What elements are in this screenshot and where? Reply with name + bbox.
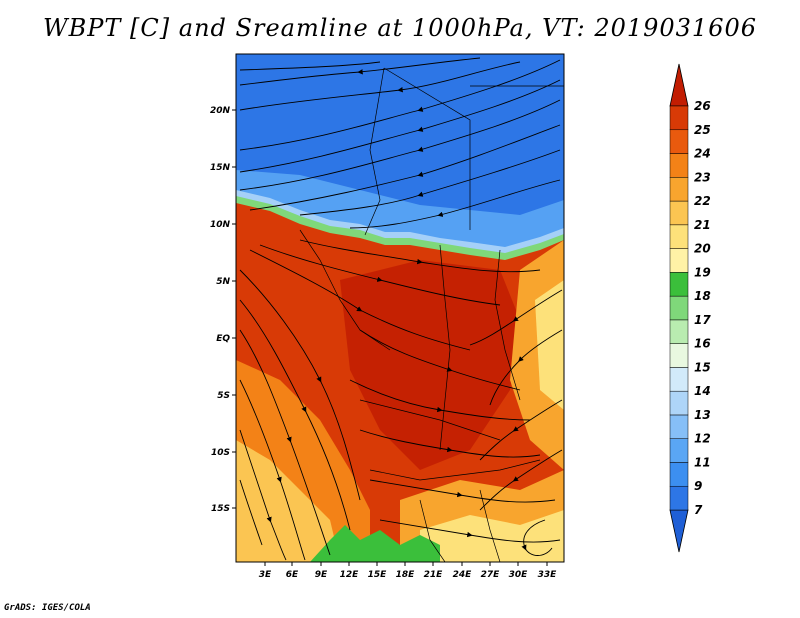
colorbar-label: 19 xyxy=(694,265,711,279)
field-yellow-coast xyxy=(236,440,340,562)
lon-axis xyxy=(264,562,548,566)
colorbar-label: 14 xyxy=(694,384,711,398)
colorbar-label: 12 xyxy=(694,432,711,446)
lon-label-24e: 24E xyxy=(453,570,473,580)
colorbar-label: 23 xyxy=(694,170,711,184)
colorbar-band xyxy=(669,414,689,439)
colorbar-label: 11 xyxy=(694,455,711,469)
colorbar-label: 15 xyxy=(694,360,711,374)
colorbar-band xyxy=(669,462,689,487)
colorbar xyxy=(669,63,689,553)
colorbar-band xyxy=(669,485,689,511)
lon-label-12e: 12E xyxy=(340,570,360,580)
colorbar-label: 18 xyxy=(694,289,711,303)
lat-label-5s: 5S xyxy=(217,391,230,401)
colorbar-band xyxy=(669,200,689,226)
colorbar-band xyxy=(669,105,689,131)
lon-label-30e: 30E xyxy=(509,570,529,580)
colorbar-band xyxy=(669,153,689,178)
field-hot-core xyxy=(340,260,520,470)
lon-label-3e: 3E xyxy=(259,570,272,580)
colorbar-band xyxy=(669,272,689,297)
lon-label-33e: 33E xyxy=(538,570,558,580)
colorbar-band xyxy=(669,390,689,416)
field-green-south xyxy=(310,525,440,562)
colorbar-band xyxy=(669,319,689,344)
lon-label-27e: 27E xyxy=(481,570,501,580)
colorbar-band xyxy=(669,295,689,321)
colorbar-band xyxy=(669,438,689,463)
colorbar-band xyxy=(669,343,689,368)
colorbar-label: 16 xyxy=(694,337,711,351)
lat-label-15s: 15S xyxy=(211,504,230,514)
colorbar-band xyxy=(669,248,689,273)
colorbar-label: 21 xyxy=(694,218,711,232)
colorbar-label: 7 xyxy=(694,503,703,517)
colorbar-band xyxy=(669,367,689,392)
lat-label-eq: EQ xyxy=(216,334,230,344)
lat-label-10n: 10N xyxy=(210,220,231,230)
chart-title: WBPT [C] and Sreamline at 1000hPa, VT: 2… xyxy=(42,14,758,42)
lat-label-15n: 15N xyxy=(210,163,231,173)
lat-label-20n: 20N xyxy=(210,106,231,116)
colorbar-arrow-bottom xyxy=(669,509,689,553)
colorbar-label: 22 xyxy=(694,194,711,208)
lat-axis xyxy=(232,109,236,509)
lon-label-21e: 21E xyxy=(424,570,444,580)
lat-label-5n: 5N xyxy=(216,277,230,287)
lat-label-10s: 10S xyxy=(211,448,230,458)
colorbar-labels: 7 9 11 12 13 14 15 16 17 18 19 20 21 22 23 24 25 26 xyxy=(694,99,711,517)
colorbar-band xyxy=(669,129,689,154)
colorbar-label: 9 xyxy=(694,479,702,493)
colorbar-band xyxy=(669,224,689,249)
colorbar-label: 26 xyxy=(694,99,711,113)
colorbar-label: 20 xyxy=(694,242,711,256)
field-cool-band xyxy=(236,170,564,255)
colorbar-band xyxy=(669,177,689,202)
colorbar-label: 17 xyxy=(694,313,711,327)
lon-label-6e: 6E xyxy=(286,570,299,580)
lon-label-18e: 18E xyxy=(396,570,416,580)
colorbar-label: 13 xyxy=(694,408,711,422)
lon-label-15e: 15E xyxy=(368,570,388,580)
map-frame xyxy=(235,53,565,563)
lon-label-9e: 9E xyxy=(315,570,328,580)
colorbar-label: 25 xyxy=(694,123,711,137)
colorbar-label: 24 xyxy=(694,147,711,161)
field-east-yellow xyxy=(535,280,564,410)
footer-credit: GrADS: IGES/COLA xyxy=(4,603,91,613)
colorbar-arrow-top xyxy=(669,63,689,107)
